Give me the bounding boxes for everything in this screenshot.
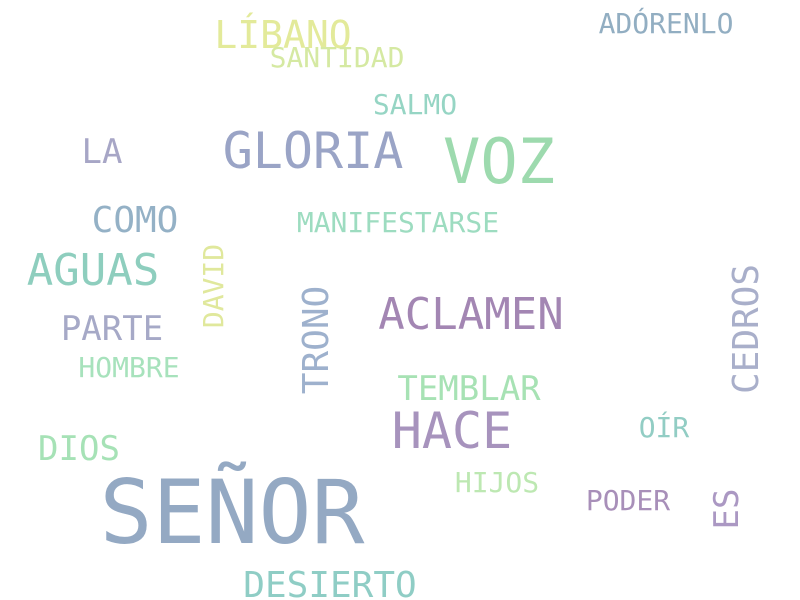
word-senor: SEÑOR — [100, 461, 365, 564]
word-gloria: GLORIA — [223, 122, 404, 180]
word-aclamen: ACLAMEN — [378, 289, 563, 340]
word-aguas: AGUAS — [27, 245, 159, 296]
word-parte: PARTE — [61, 309, 163, 349]
word-manifestarse: MANIFESTARSE — [297, 206, 499, 239]
word-hombre: HOMBRE — [78, 351, 179, 384]
word-la: LA — [82, 132, 123, 172]
word-oir: OÍR — [639, 410, 690, 444]
word-adorenlo: ADÓRENLO — [599, 6, 734, 40]
word-dios: DIOS — [38, 429, 120, 469]
word-temblar: TEMBLAR — [397, 369, 541, 409]
word-cedros: CEDROS — [726, 264, 767, 394]
word-es: ES — [707, 489, 747, 530]
word-hace: HACE — [392, 402, 512, 460]
word-santidad: SANTIDAD — [270, 41, 405, 74]
word-voz: VOZ — [443, 125, 555, 198]
word-libano: LÍBANO — [214, 13, 351, 57]
word-como: COMO — [92, 200, 179, 241]
word-desierto: DESIERTO — [243, 565, 416, 600]
word-hijos: HIJOS — [455, 466, 539, 499]
word-trono: TRONO — [296, 286, 337, 394]
word-david: DAVID — [197, 244, 230, 328]
word-poder: PODER — [586, 484, 670, 517]
word-salmo: SALMO — [373, 88, 457, 121]
